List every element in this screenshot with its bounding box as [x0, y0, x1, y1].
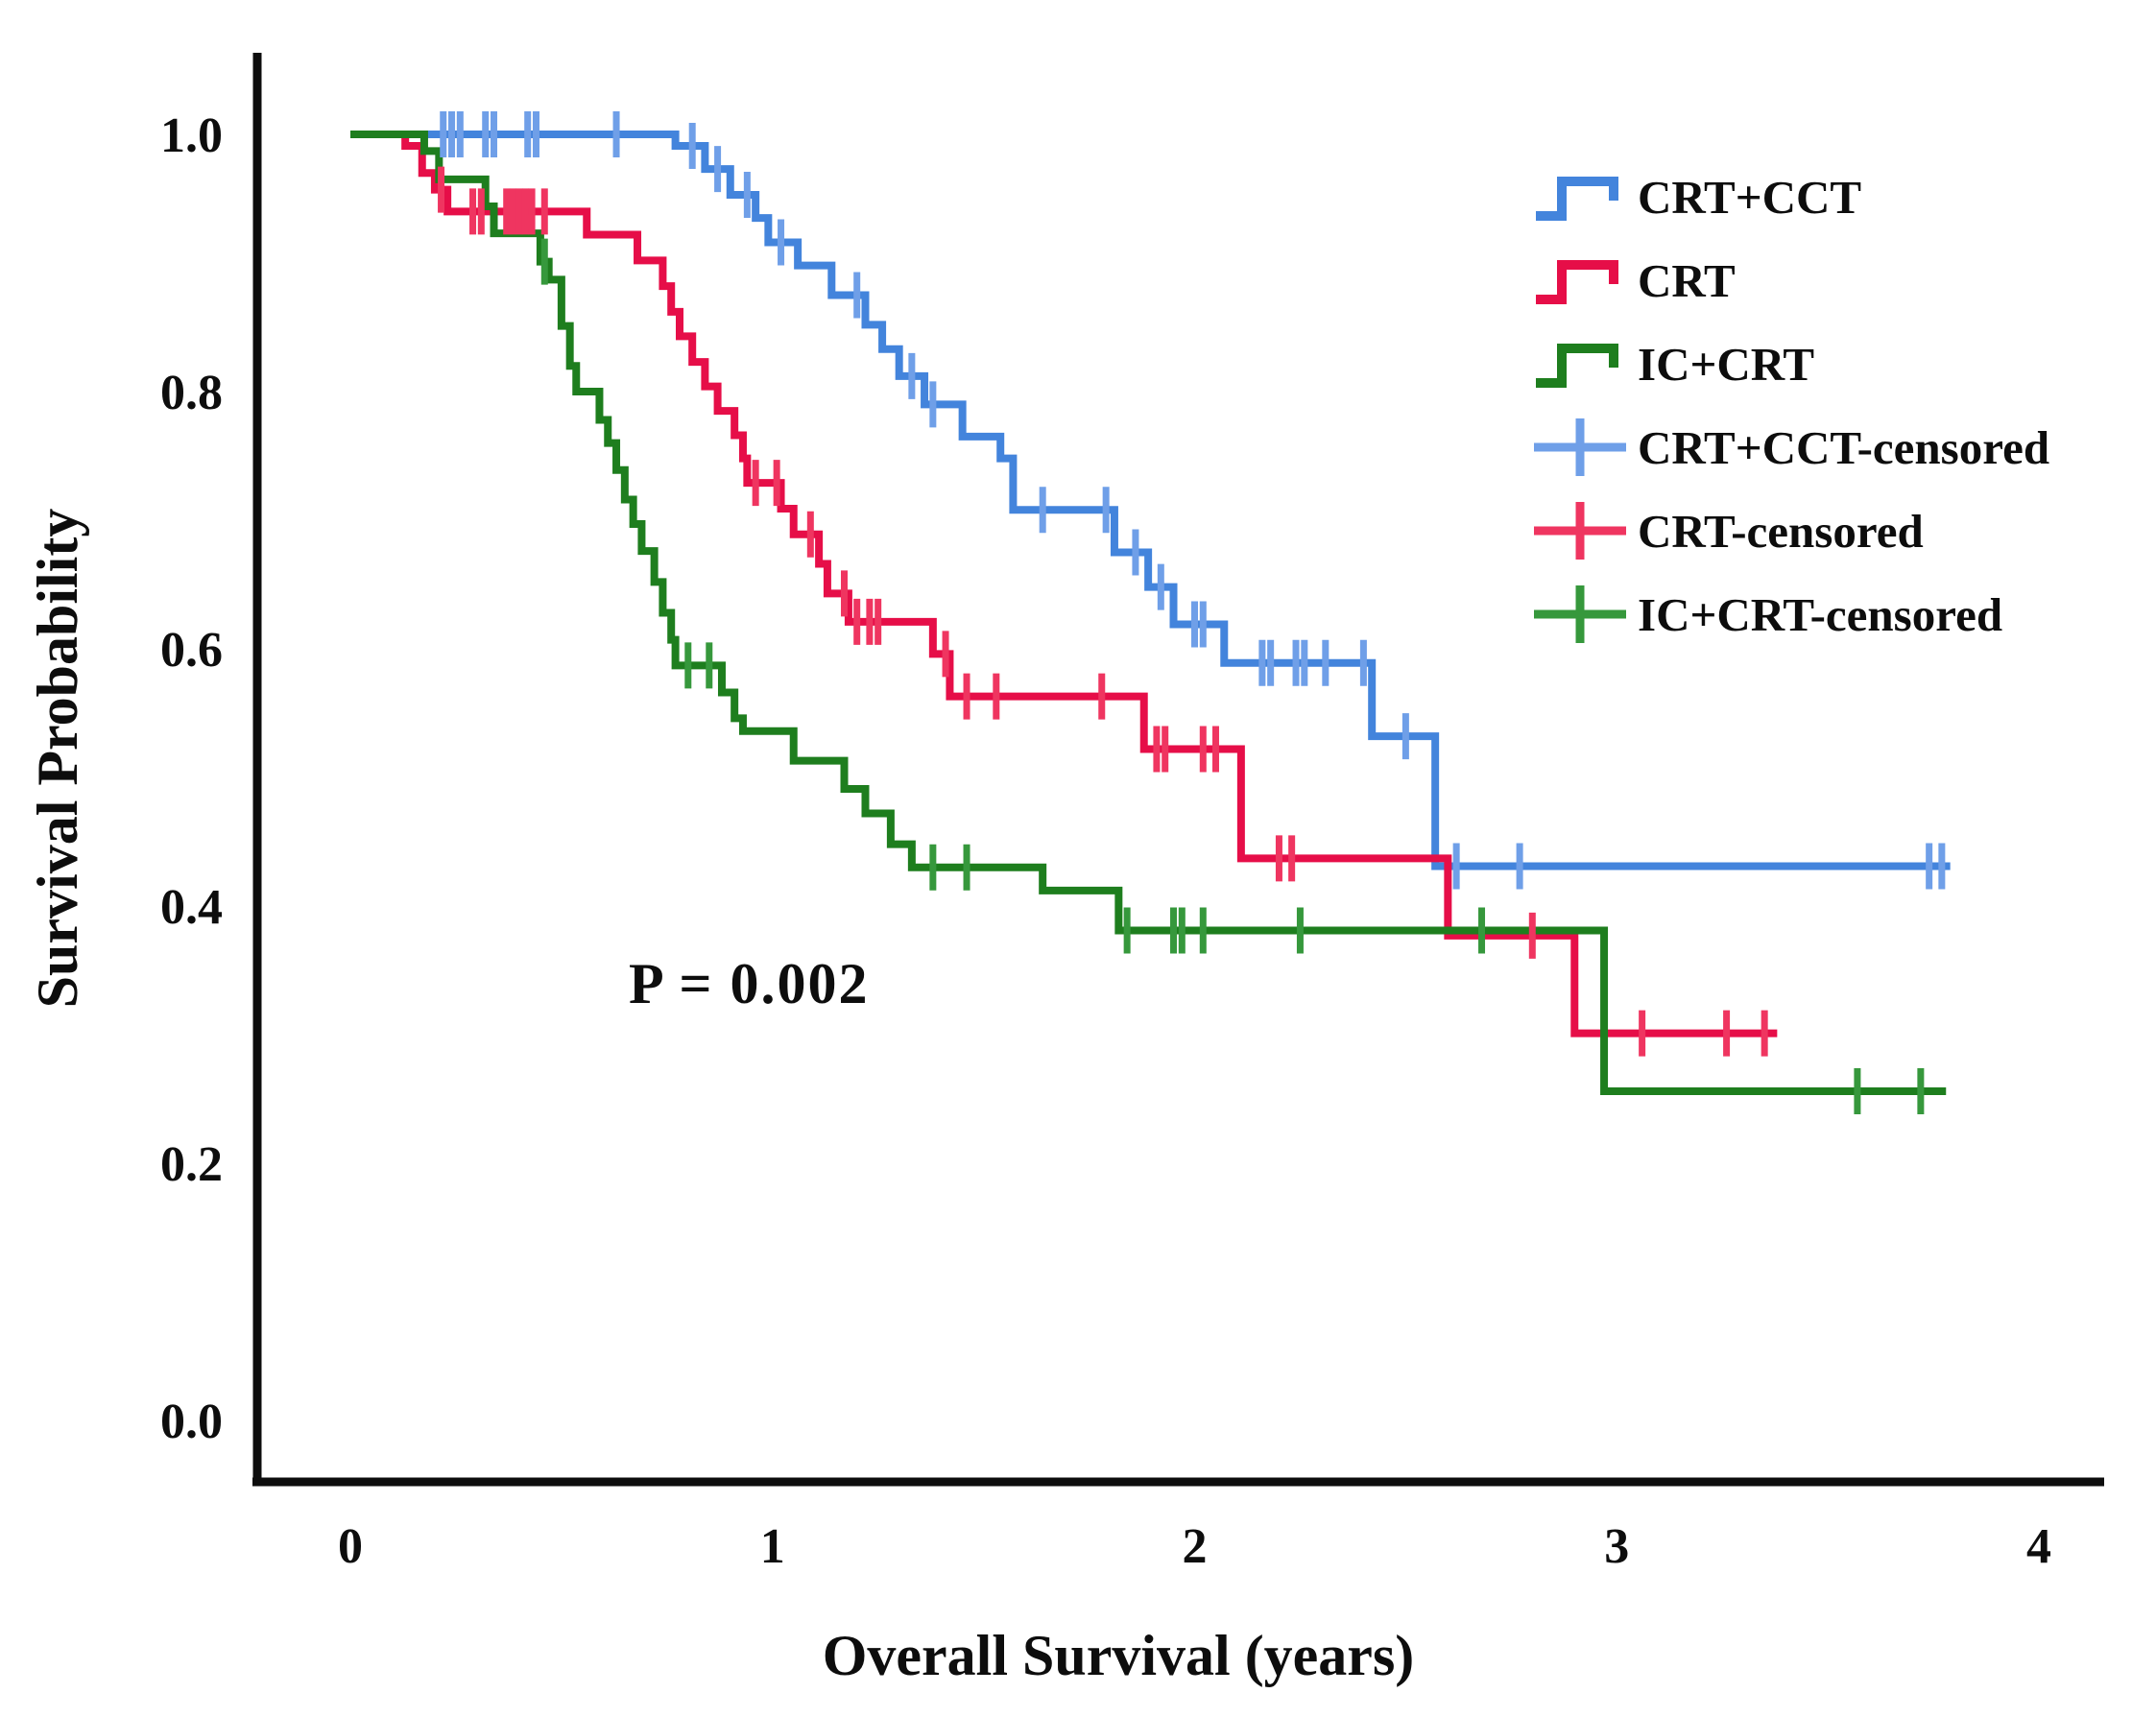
y-axis-title: Survival Probability	[26, 509, 89, 1009]
x-tick-labels: 0 1 2 3 4	[338, 1519, 2051, 1574]
y-tick-label: 1.0	[160, 108, 223, 163]
x-tick-label: 1	[760, 1519, 785, 1574]
legend-label: IC+CRT-censored	[1638, 588, 2002, 641]
legend-label: CRT-censored	[1638, 505, 1924, 558]
legend: CRT+CCT CRT IC+CRT CRT+CCT-censored CRT-cens…	[1534, 171, 2049, 643]
curve-CRT+CCT	[350, 131, 1951, 870]
legend-label: CRT	[1638, 254, 1736, 307]
legend-step-symbol	[1536, 344, 1618, 388]
x-axis-title: Overall Survival (years)	[823, 1624, 1415, 1687]
legend-label: CRT+CCT	[1638, 171, 1861, 224]
curve-CRT	[350, 131, 1778, 1037]
y-tick-label: 0.2	[160, 1137, 223, 1192]
x-tick-label: 0	[338, 1519, 363, 1574]
legend-step-symbol	[1536, 260, 1618, 304]
y-tick-label: 0.4	[160, 880, 223, 935]
legend-label: IC+CRT	[1638, 338, 1814, 391]
x-tick-label: 2	[1183, 1519, 1208, 1574]
censor-marks	[438, 111, 1946, 1114]
y-tick-label: 0.6	[160, 623, 223, 678]
x-tick-label: 3	[1604, 1519, 1629, 1574]
y-tick-label: 0.8	[160, 366, 223, 420]
legend-label: CRT+CCT-censored	[1638, 421, 2049, 474]
p-value-annotation: P = 0.002	[629, 952, 870, 1015]
x-tick-label: 4	[2026, 1519, 2051, 1574]
y-tick-labels: 1.0 0.8 0.6 0.4 0.2 0.0	[160, 108, 223, 1449]
legend-step-symbol	[1536, 177, 1618, 221]
y-tick-label: 0.0	[160, 1395, 223, 1449]
